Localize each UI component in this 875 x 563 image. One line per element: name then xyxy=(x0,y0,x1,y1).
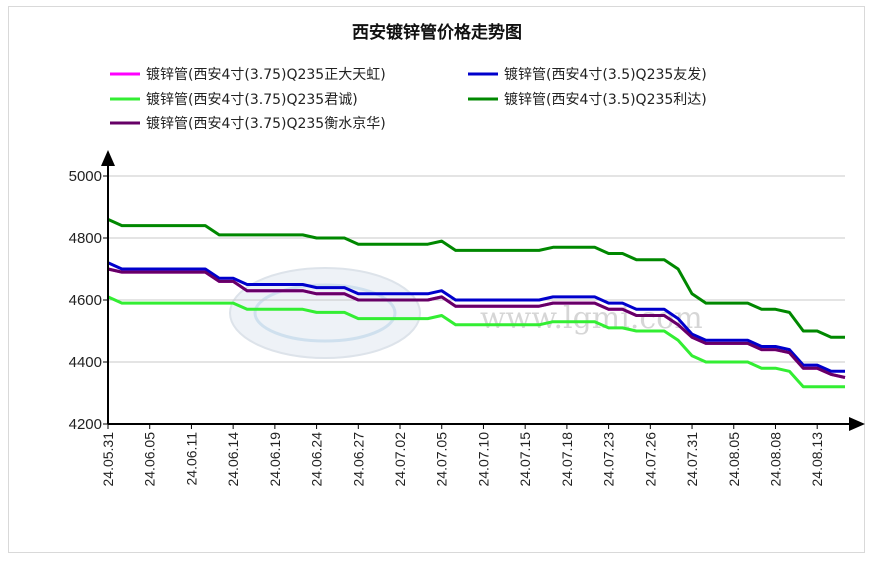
y-tick-label: 4200 xyxy=(69,416,102,433)
x-tick-label: 24.07.05 xyxy=(434,432,450,487)
legend-label: 镀锌管(西安4寸(3.5)Q235友发) xyxy=(504,66,707,83)
x-tick-label: 24.07.02 xyxy=(392,432,408,487)
y-tick-label: 4800 xyxy=(69,230,102,247)
series-layer xyxy=(107,218,846,389)
chart-title: 西安镀锌管价格走势图 xyxy=(352,22,522,43)
x-tick-label: 24.07.31 xyxy=(684,432,700,487)
x-tick-label: 24.07.26 xyxy=(642,432,658,487)
x-tick-label: 24.06.05 xyxy=(142,432,158,487)
x-tick-label: 24.06.19 xyxy=(267,432,283,487)
x-tick-label: 24.07.23 xyxy=(601,432,617,487)
series-line xyxy=(107,261,845,373)
x-tick-label: 24.06.24 xyxy=(309,432,325,487)
x-tick-label: 24.08.05 xyxy=(726,432,742,487)
legend-label: 镀锌管(西安4寸(3.5)Q235利达) xyxy=(504,91,707,108)
series-line xyxy=(107,295,845,389)
legend: 镀锌管(西安4寸(3.75)Q235正大天虹) 镀锌管(西安4寸(3.5)Q235… xyxy=(110,66,707,132)
series-line xyxy=(107,267,846,379)
x-tick-label: 24.08.13 xyxy=(809,432,825,487)
legend-label: 镀锌管(西安4寸(3.75)Q235正大天虹) xyxy=(146,66,386,83)
axes xyxy=(101,150,865,431)
y-tick-label: 4600 xyxy=(69,292,102,309)
chart-frame xyxy=(8,6,865,553)
x-tick-label: 24.05.31 xyxy=(100,432,116,487)
series-line xyxy=(107,218,845,339)
x-tick-label: 24.06.14 xyxy=(225,432,241,487)
x-tick-label: 24.06.11 xyxy=(183,432,199,486)
y-axis-ticks: 4200 4400 4600 4800 5000 xyxy=(69,168,108,433)
x-tick-label: 24.08.08 xyxy=(767,432,783,487)
legend-label: 镀锌管(西安4寸(3.75)Q235衡水京华) xyxy=(146,115,386,132)
x-axis-ticks: 24.05.31 24.06.05 24.06.11 24.06.14 24.06.19… xyxy=(100,424,825,487)
x-axis-arrow xyxy=(849,417,865,431)
x-tick-label: 24.06.27 xyxy=(350,432,366,487)
y-tick-label: 4400 xyxy=(69,354,102,371)
legend-label: 镀锌管(西安4寸(3.75)Q235君诚) xyxy=(146,91,358,108)
x-tick-label: 24.07.18 xyxy=(559,432,575,487)
x-tick-label: 24.07.10 xyxy=(475,432,491,487)
gridlines xyxy=(108,175,845,363)
y-axis-arrow xyxy=(101,150,115,166)
watermark-logo-ring xyxy=(253,283,397,343)
y-tick-label: 5000 xyxy=(69,168,102,185)
x-tick-label: 24.07.15 xyxy=(517,432,533,487)
